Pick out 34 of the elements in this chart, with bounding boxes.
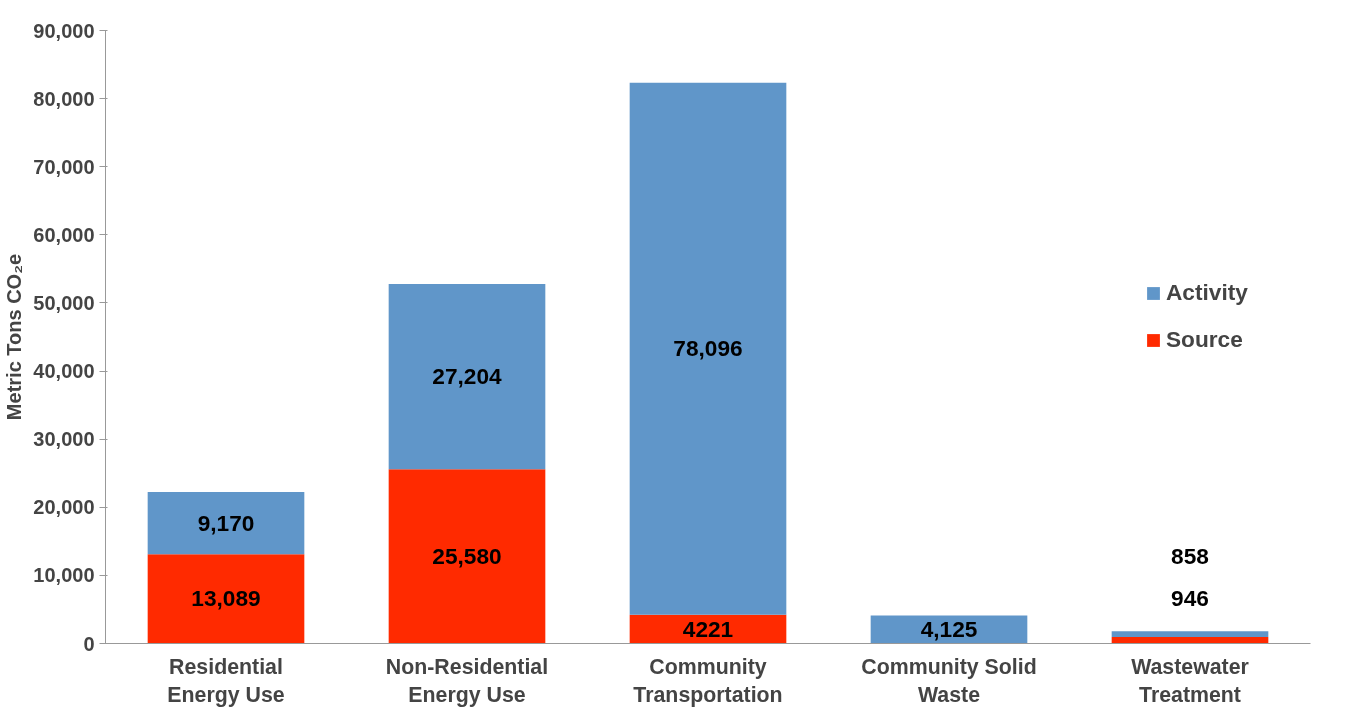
data-label: 25,580 [432, 542, 502, 569]
y-tick-label: 80,000 [33, 87, 95, 110]
bar [629, 82, 787, 615]
bar [1111, 631, 1269, 638]
bar [147, 491, 305, 555]
data-label: 13,089 [191, 585, 261, 612]
data-label: 858 [1171, 543, 1209, 570]
data-label: 946 [1171, 585, 1209, 612]
bar [147, 554, 305, 644]
data-label: 27,204 [432, 363, 503, 390]
data-label: 78,096 [673, 335, 743, 362]
x-tick-label: Residential Energy Use [167, 654, 285, 708]
y-tick-label: 90,000 [33, 19, 95, 42]
bar [1111, 637, 1269, 644]
data-label: 4221 [682, 615, 734, 642]
legend-label: Source [1166, 326, 1243, 353]
bar [388, 283, 546, 470]
legend-label: Activity [1166, 279, 1248, 306]
x-tick-label: Wastewater Treatment [1131, 654, 1249, 708]
y-tick-label: 30,000 [33, 428, 95, 451]
y-tick-label: 50,000 [33, 291, 95, 314]
x-tick-label: Non-Residential Energy Use [385, 654, 549, 708]
y-tick-label: 60,000 [33, 223, 95, 246]
y-axis-title: Metric Tons CO₂e [3, 253, 26, 421]
y-tick-label: 10,000 [33, 564, 95, 587]
y-tick-label: 20,000 [33, 496, 95, 519]
bar [388, 469, 546, 644]
x-tick-label: Community Solid Waste [861, 654, 1037, 708]
y-tick-label: 70,000 [33, 155, 95, 178]
data-label: 9,170 [197, 509, 255, 536]
data-label: 4,125 [920, 615, 978, 642]
x-tick-label: Community Transportation [633, 654, 783, 708]
y-tick-label: 0 [83, 632, 95, 655]
y-tick-label: 40,000 [33, 360, 95, 383]
